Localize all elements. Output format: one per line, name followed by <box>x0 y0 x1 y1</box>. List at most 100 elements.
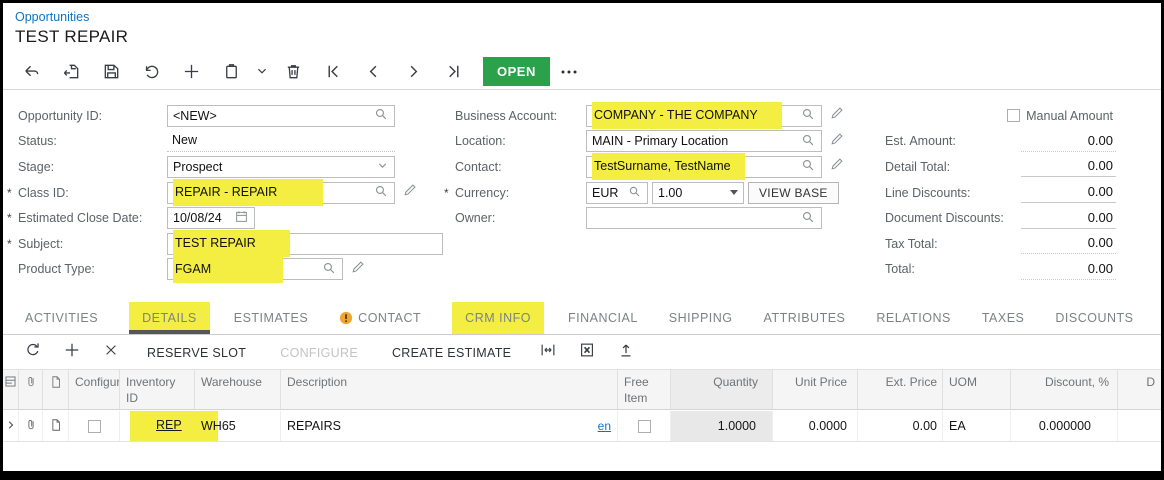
undo-button[interactable] <box>131 56 171 86</box>
tab-attributes[interactable]: ATTRIBUTES <box>763 311 846 325</box>
fit-width-button[interactable] <box>528 339 567 367</box>
manual-amount-checkbox[interactable] <box>1007 109 1021 123</box>
row-partial-cell[interactable] <box>1118 411 1161 441</box>
view-base-button[interactable]: VIEW BASE <box>748 181 839 204</box>
breadcrumb[interactable]: Opportunities <box>15 10 90 24</box>
tab-relations[interactable]: RELATIONS <box>876 311 951 325</box>
search-icon[interactable] <box>627 184 642 202</box>
edit-pencil-icon[interactable] <box>402 182 418 203</box>
back-button[interactable] <box>11 56 51 86</box>
tab-taxes[interactable]: TAXES <box>981 311 1025 325</box>
column-header-quantity[interactable]: Quantity <box>671 370 773 409</box>
currency-rate-dropdown[interactable]: 1.00 <box>652 181 744 204</box>
prev-record-button[interactable] <box>353 56 393 86</box>
class-id-field[interactable]: REPAIR - REPAIR <box>167 179 395 207</box>
column-header-partial[interactable]: D <box>1146 375 1155 389</box>
notes-column-header[interactable] <box>43 370 69 409</box>
row-free-item-cell[interactable] <box>618 411 671 441</box>
tab-details[interactable]: DETAILS <box>129 302 210 334</box>
row-quantity-cell[interactable]: 1.0000 <box>671 411 773 441</box>
tab-shipping[interactable]: SHIPPING <box>668 311 733 325</box>
column-header-configurable[interactable]: Configurabl <box>69 370 120 409</box>
detail-total-label: Detail Total: <box>885 159 951 174</box>
search-icon[interactable] <box>321 260 337 279</box>
column-header-inventory-id[interactable]: Inventory ID <box>120 370 195 409</box>
delete-button[interactable] <box>273 56 313 86</box>
search-icon[interactable] <box>800 157 816 176</box>
location-field[interactable]: MAIN - Primary Location <box>586 130 822 153</box>
tab-financial[interactable]: FINANCIAL <box>567 311 638 325</box>
product-type-field[interactable]: FGAM <box>167 255 343 283</box>
edit-pencil-icon[interactable] <box>350 259 366 280</box>
edit-pencil-icon[interactable] <box>829 131 845 152</box>
row-uom-cell[interactable]: EA <box>943 411 1011 441</box>
create-estimate-button[interactable]: CREATE ESTIMATE <box>391 345 512 360</box>
column-header-discount[interactable]: Discount, % <box>1011 370 1118 409</box>
inventory-id-link[interactable]: REP <box>156 417 182 432</box>
row-unit-price-cell[interactable]: 0.0000 <box>773 411 858 441</box>
copy-paste-dropdown[interactable] <box>251 56 273 86</box>
save-button[interactable] <box>91 56 131 86</box>
grid-row[interactable]: REP WH65 REPAIRS en 1.0000 0.0000 0.00 E… <box>3 410 1161 442</box>
tab-activities[interactable]: ACTIVITIES <box>25 311 99 325</box>
row-configurable-cell[interactable] <box>69 411 120 441</box>
reserve-slot-button[interactable]: RESERVE SLOT <box>147 345 247 360</box>
subject-field[interactable]: TEST REPAIR <box>167 230 443 258</box>
edit-pencil-icon[interactable] <box>829 105 845 126</box>
export-excel-button[interactable] <box>567 339 606 367</box>
calendar-icon[interactable] <box>234 209 249 227</box>
refresh-button[interactable] <box>13 339 52 367</box>
language-link[interactable]: en <box>597 419 611 433</box>
currency-code-field[interactable]: EUR <box>586 181 648 204</box>
open-button[interactable]: OPEN <box>483 56 550 86</box>
document-discounts-value[interactable]: 0.00 <box>1021 208 1116 229</box>
est-close-date-field[interactable]: 10/08/24 <box>167 207 255 230</box>
row-description-cell[interactable]: REPAIRS en <box>281 411 618 441</box>
column-header-ext-price[interactable]: Ext. Price <box>858 370 943 409</box>
search-icon[interactable] <box>800 209 816 228</box>
last-record-button[interactable] <box>433 56 473 86</box>
upload-button[interactable] <box>606 339 645 367</box>
business-account-row: Business Account: COMPANY - THE COMPANY <box>444 102 868 130</box>
column-header-free-item[interactable]: Free Item <box>618 370 671 409</box>
tab-contact[interactable]: CONTACT <box>339 302 421 334</box>
owner-field[interactable] <box>586 207 822 230</box>
attachments-column-header[interactable] <box>19 370 43 409</box>
tab-discounts[interactable]: DISCOUNTS <box>1055 311 1134 325</box>
edit-pencil-icon[interactable] <box>829 156 845 177</box>
line-discounts-value[interactable]: 0.00 <box>1021 182 1116 204</box>
row-selector-cell[interactable] <box>3 411 19 441</box>
search-icon[interactable] <box>800 132 816 151</box>
copy-paste-button[interactable] <box>211 56 251 86</box>
grid-settings-header[interactable] <box>3 370 19 409</box>
search-icon[interactable] <box>373 183 389 202</box>
save-close-button[interactable] <box>51 56 91 86</box>
more-actions-button[interactable] <box>558 56 580 86</box>
row-note-cell[interactable] <box>43 411 69 441</box>
delete-row-button[interactable] <box>91 339 130 367</box>
chevron-down-icon[interactable] <box>376 159 389 175</box>
row-warehouse-cell[interactable]: WH65 <box>195 411 281 441</box>
column-header-uom[interactable]: UOM <box>943 370 1011 409</box>
row-discount-cell[interactable]: 0.000000 <box>1011 411 1118 441</box>
opportunity-id-field[interactable]: <NEW> <box>167 104 395 127</box>
contact-field[interactable]: TestSurname, TestName <box>586 153 822 181</box>
row-attachment-cell[interactable] <box>19 411 43 441</box>
column-header-unit-price[interactable]: Unit Price <box>773 370 858 409</box>
business-account-field[interactable]: COMPANY - THE COMPANY <box>586 102 822 130</box>
next-record-button[interactable] <box>393 56 433 86</box>
free-item-checkbox[interactable] <box>637 419 651 433</box>
stage-dropdown[interactable]: Prospect <box>167 155 395 178</box>
first-record-button[interactable] <box>313 56 353 86</box>
column-header-warehouse[interactable]: Warehouse <box>195 370 281 409</box>
row-ext-price-cell[interactable]: 0.00 <box>858 411 943 441</box>
configurable-checkbox[interactable] <box>87 419 101 433</box>
column-header-description[interactable]: Description <box>281 370 618 409</box>
search-icon[interactable] <box>373 106 389 125</box>
tab-crm-info[interactable]: CRM INFO <box>452 302 544 334</box>
add-row-button[interactable] <box>52 339 91 367</box>
search-icon[interactable] <box>800 106 816 125</box>
row-inventory-id-cell[interactable]: REP <box>120 410 218 442</box>
tab-estimates[interactable]: ESTIMATES <box>233 311 309 325</box>
add-record-button[interactable] <box>171 56 211 86</box>
